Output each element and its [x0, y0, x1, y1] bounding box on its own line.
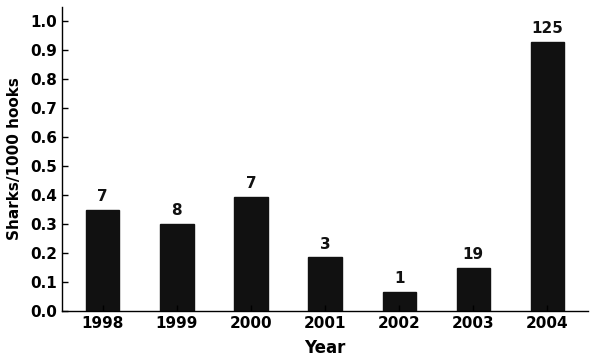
- Bar: [86, 210, 120, 311]
- Bar: [234, 197, 268, 311]
- Bar: [160, 224, 193, 311]
- Text: 8: 8: [171, 203, 182, 218]
- Text: 3: 3: [320, 237, 330, 252]
- Y-axis label: Sharks/1000 hooks: Sharks/1000 hooks: [7, 78, 22, 240]
- Text: 1: 1: [394, 271, 405, 286]
- Text: 19: 19: [463, 247, 484, 262]
- X-axis label: Year: Year: [305, 339, 346, 357]
- Text: 7: 7: [246, 176, 256, 191]
- Bar: [383, 292, 416, 311]
- Text: 7: 7: [98, 189, 108, 204]
- Bar: [531, 41, 564, 311]
- Bar: [308, 257, 342, 311]
- Text: 125: 125: [531, 21, 563, 36]
- Bar: [457, 268, 490, 311]
